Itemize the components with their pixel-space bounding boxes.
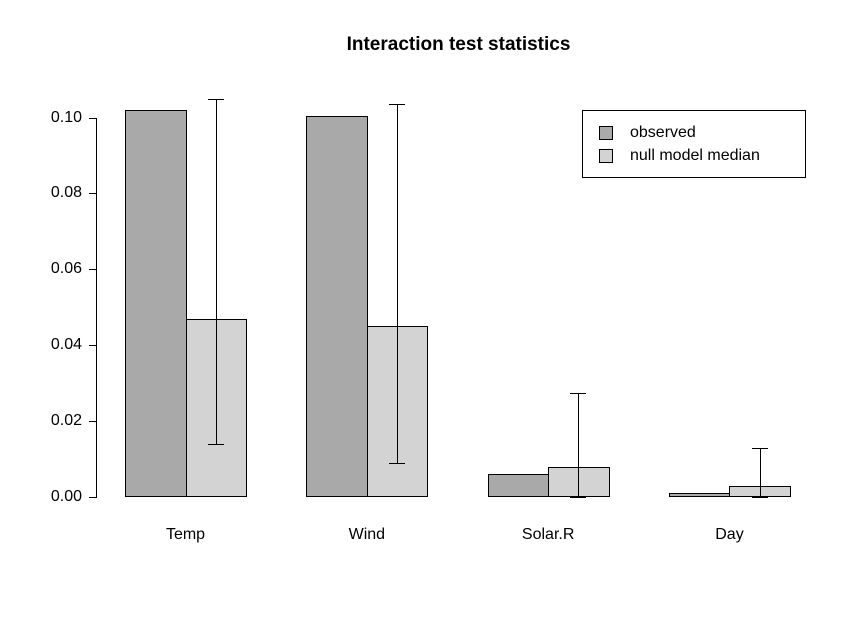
bar-observed-day — [668, 493, 731, 497]
y-axis-tick — [89, 421, 96, 423]
error-bar-cap-low-day — [751, 497, 768, 498]
y-axis-line — [96, 117, 97, 498]
legend-item-observed: observed — [599, 124, 805, 142]
y-tick-label: 0.02 — [50, 412, 82, 430]
y-axis-tick — [89, 345, 96, 347]
y-tick-label: 0.08 — [50, 184, 82, 202]
error-bar-cap-high-temp — [207, 98, 224, 100]
error-bar-line-solar-r — [578, 392, 580, 497]
error-bar-cap-low-solar-r — [570, 497, 587, 498]
x-category-label-temp: Temp — [165, 526, 206, 543]
y-tick-label: 0.00 — [50, 488, 82, 505]
legend: observed null model median — [582, 110, 806, 178]
y-axis-tick — [89, 117, 96, 119]
y-tick-label: 0.04 — [50, 336, 82, 354]
chart-title: Interaction test statistics — [346, 34, 571, 55]
error-bar-cap-low-temp — [207, 443, 224, 445]
y-tick-label: 0.10 — [50, 108, 82, 126]
x-category-label-wind: Wind — [348, 526, 386, 543]
y-axis-tick — [89, 497, 96, 498]
error-bar-line-temp — [215, 98, 217, 444]
error-bar-line-wind — [397, 104, 399, 463]
bar-observed-wind — [306, 115, 368, 497]
error-bar-cap-high-wind — [389, 104, 406, 106]
bar-observed-solar-r — [487, 474, 550, 497]
legend-item-null-model-median: null model median — [599, 147, 805, 165]
x-category-label-solar-r: Solar.R — [521, 526, 575, 543]
legend-swatch-null-model-median — [599, 148, 613, 163]
y-tick-label: 0.06 — [50, 260, 82, 278]
legend-label-observed: observed — [630, 123, 696, 141]
error-bar-cap-low-wind — [389, 462, 406, 464]
y-axis-tick — [89, 193, 96, 195]
error-bar-cap-high-solar-r — [570, 392, 587, 394]
error-bar-cap-high-day — [751, 447, 768, 449]
bar-observed-temp — [125, 109, 187, 497]
y-axis-tick — [89, 269, 96, 271]
error-bar-line-day — [759, 447, 761, 497]
legend-swatch-observed — [599, 125, 613, 140]
legend-label-null-model-median: null model median — [630, 146, 760, 164]
x-category-label-day: Day — [715, 526, 744, 543]
